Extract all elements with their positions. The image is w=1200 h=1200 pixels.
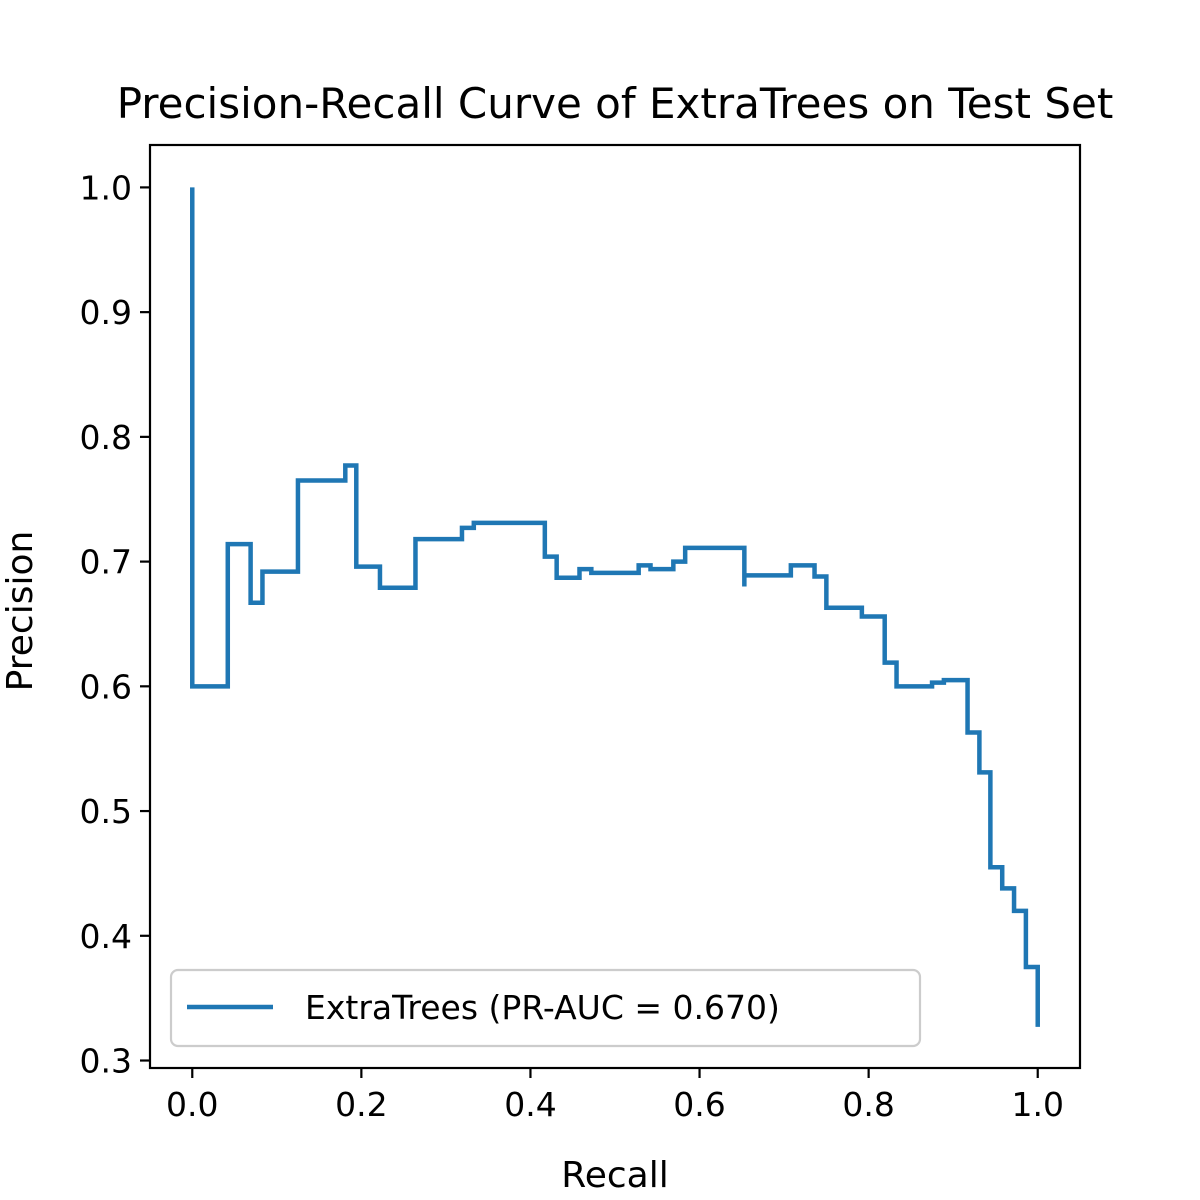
y-tick-label: 0.7 xyxy=(80,543,132,582)
y-tick-label: 0.4 xyxy=(80,917,132,956)
plot-frame xyxy=(148,143,1082,1070)
x-axis-label: Recall xyxy=(561,1155,668,1196)
y-axis-ticks: 0.3 0.4 0.5 0.6 0.7 0.8 0.9 1.0 xyxy=(80,168,150,1081)
x-axis-ticks: 0.0 0.2 0.4 0.6 0.8 1.0 xyxy=(166,1068,1064,1124)
y-tick-label: 0.8 xyxy=(80,418,132,457)
x-tick-label: 0.8 xyxy=(842,1085,894,1124)
x-tick-label: 0.0 xyxy=(166,1085,218,1124)
legend-box xyxy=(169,968,922,1048)
legend: ExtraTrees (PR-AUC = 0.670) xyxy=(169,968,922,1048)
x-tick-label: 1.0 xyxy=(1011,1085,1063,1124)
y-tick-label: 0.5 xyxy=(80,792,132,831)
plot-area xyxy=(150,145,1080,1068)
pr-curve-line xyxy=(190,187,1040,1027)
y-tick-label: 1.0 xyxy=(80,168,132,207)
y-tick-label: 0.9 xyxy=(80,293,132,332)
series-layer xyxy=(190,187,1040,1027)
x-tick-label: 0.4 xyxy=(504,1085,556,1124)
y-axis-label: Precision xyxy=(0,531,41,692)
x-tick-label: 0.6 xyxy=(673,1085,725,1124)
y-tick-label: 0.6 xyxy=(80,667,132,706)
legend-label: ExtraTrees (PR-AUC = 0.670) xyxy=(305,988,780,1027)
y-tick-label: 0.3 xyxy=(80,1042,132,1081)
x-tick-label: 0.2 xyxy=(335,1085,387,1124)
chart-title: Precision-Recall Curve of ExtraTrees on … xyxy=(117,79,1114,128)
